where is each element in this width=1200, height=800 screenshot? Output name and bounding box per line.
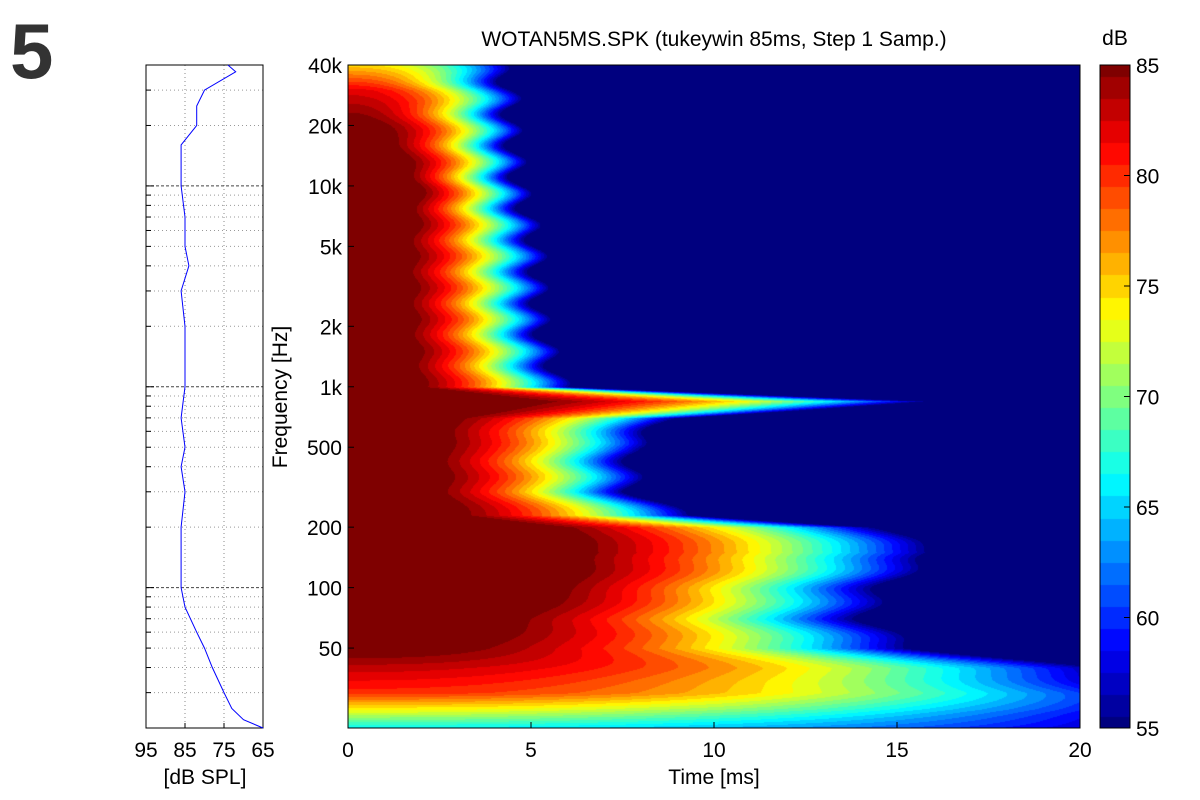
- y-tick-label: 200: [307, 517, 342, 540]
- response-x-tick-label: 65: [251, 739, 274, 762]
- y-tick-label: 50: [319, 638, 342, 661]
- x-tick-label: 0: [342, 739, 354, 762]
- colorbar-tick-label: 70: [1136, 387, 1159, 410]
- y-tick-label: 10k: [308, 176, 342, 199]
- colorbar-tick-label: 55: [1136, 718, 1159, 741]
- plot-frame: [347, 64, 1081, 729]
- x-tick-label: 5: [525, 739, 537, 762]
- response-x-label: [dB SPL]: [164, 766, 247, 789]
- y-axis-label: Frequency [Hz]: [269, 326, 292, 468]
- colorbar-tick-label: 85: [1136, 55, 1159, 78]
- chart-title: WOTAN5MS.SPK (tukeywin 85ms, Step 1 Samp…: [481, 28, 946, 51]
- response-x-tick-label: 85: [173, 739, 196, 762]
- response-x-tick-label: 75: [212, 739, 235, 762]
- response-line: [180, 64, 264, 729]
- colorbar-label: dB: [1102, 27, 1128, 50]
- y-tick-label: 500: [307, 437, 342, 460]
- y-tick-label: 5k: [320, 236, 343, 259]
- colorbar-tick-label: 65: [1136, 497, 1159, 520]
- colorbar-tick-label: 60: [1136, 608, 1159, 631]
- colorbar-tick-label: 80: [1136, 166, 1159, 189]
- response-x-tick-label: 95: [134, 739, 157, 762]
- x-tick-label: 15: [885, 739, 908, 762]
- x-axis-label: Time [ms]: [668, 766, 759, 789]
- y-tick-label: 2k: [320, 316, 343, 339]
- panel-label: 5: [10, 7, 54, 95]
- spectrogram-heatmap: [348, 65, 1080, 728]
- y-tick-label: 40k: [308, 55, 342, 78]
- x-tick-label: 10: [702, 739, 725, 762]
- y-tick-label: 20k: [308, 115, 342, 138]
- colorbar-tick-label: 75: [1136, 276, 1159, 299]
- response-frame: [145, 64, 264, 729]
- y-tick-label: 1k: [320, 377, 343, 400]
- x-tick-label: 20: [1068, 739, 1091, 762]
- y-tick-label: 100: [307, 578, 342, 601]
